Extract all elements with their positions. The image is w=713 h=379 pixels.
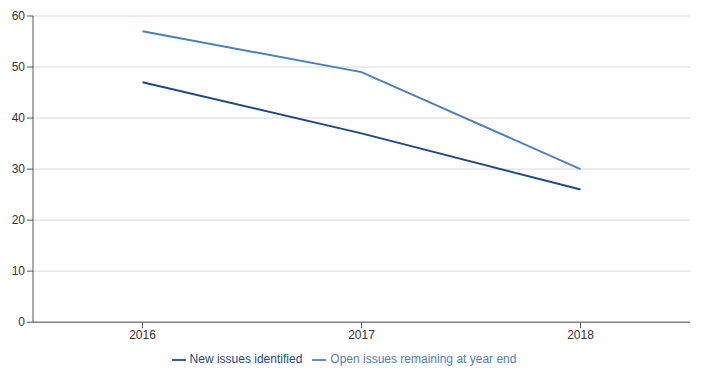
svg-text:30: 30 [12,162,26,176]
html-text:New issues identified: New issues identified [189,352,303,367]
svg-text:20: 20 [12,213,26,227]
svg-text:0: 0 [18,315,25,329]
svg-text:2018: 2018 [567,328,594,342]
svg-text:60: 60 [12,9,26,23]
svg-text:2017: 2017 [348,328,375,342]
svg-text:2016: 2016 [129,328,156,342]
html-text:Open issues remaining at year: Open issues remaining at year end [330,352,517,367]
svg-text:10: 10 [12,264,26,278]
svg-text:40: 40 [12,111,26,125]
svg-text:50: 50 [12,60,26,74]
